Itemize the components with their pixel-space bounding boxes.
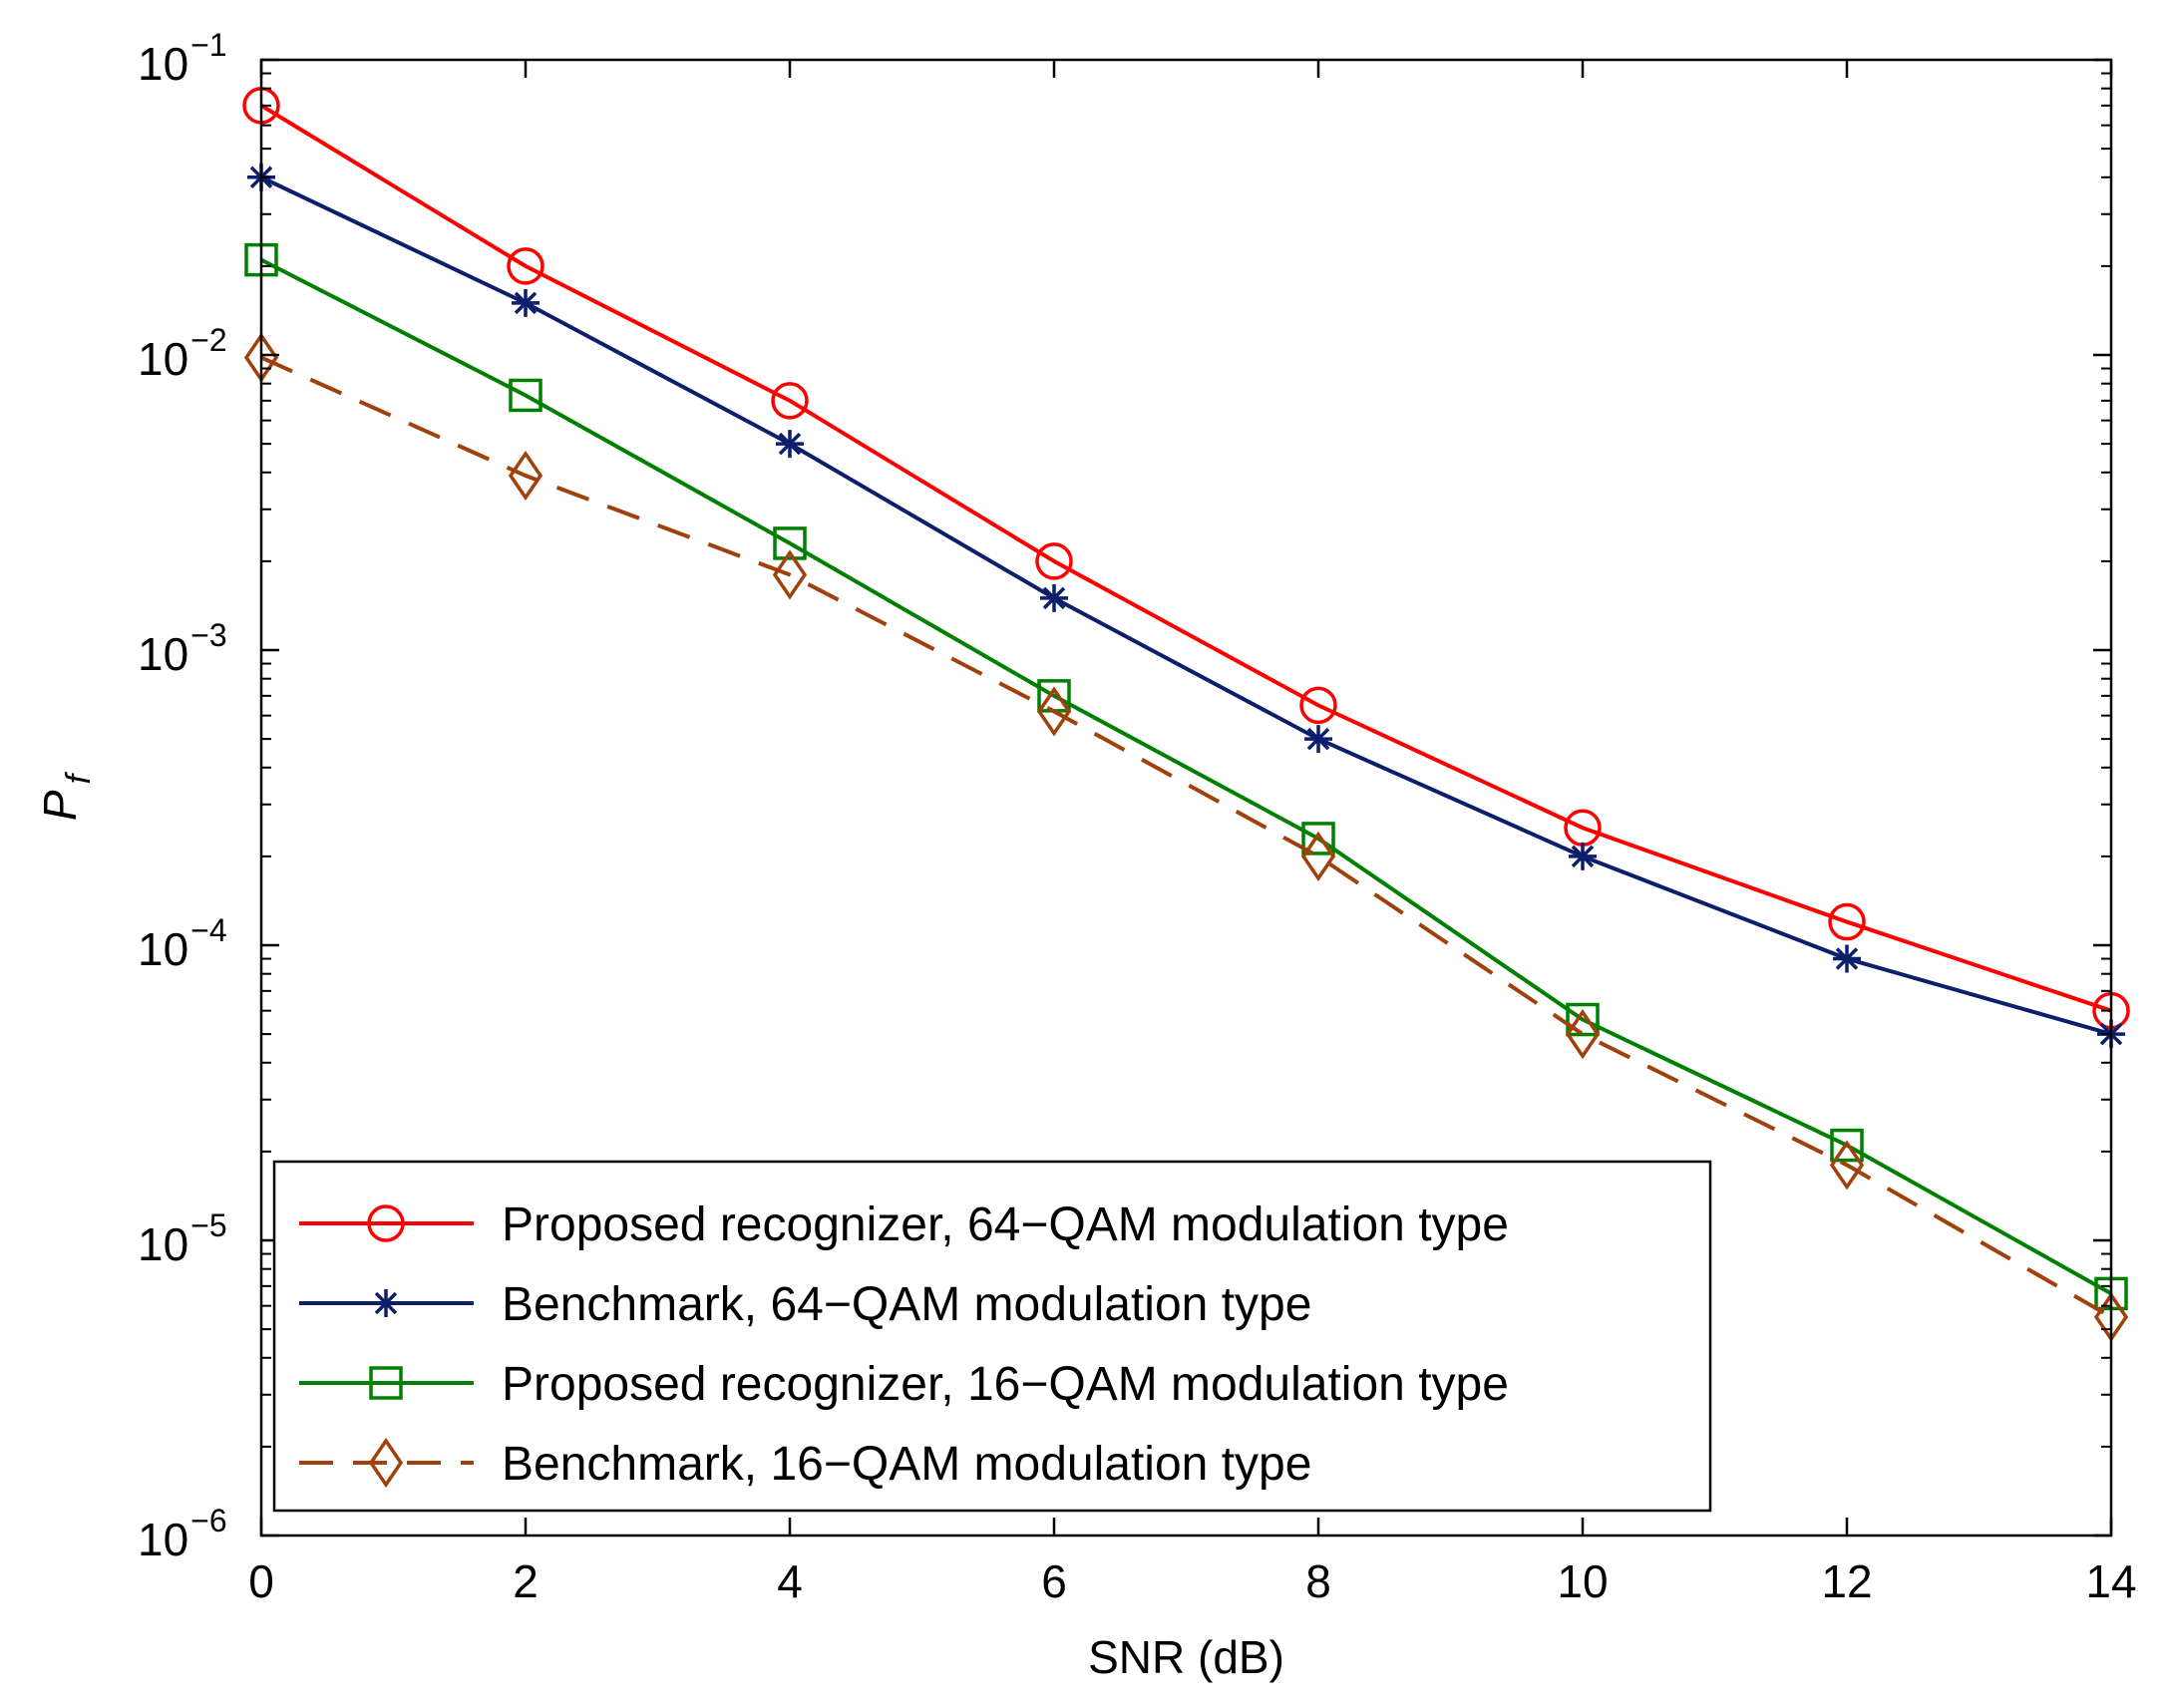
data-point	[1036, 686, 1072, 737]
data-point	[508, 450, 543, 502]
y-tick-base: 10	[138, 333, 188, 385]
legend-label: Proposed recognizer, 64−QAM modulation t…	[502, 1198, 1509, 1251]
legend-marker	[368, 1437, 404, 1489]
y-tick-exponent: −3	[190, 617, 226, 653]
legend-label: Benchmark, 16−QAM modulation type	[502, 1438, 1311, 1491]
x-axis-label: SNR (dB)	[1088, 1631, 1284, 1683]
y-tick-label: 10−3	[138, 617, 227, 680]
legend-item: Proposed recognizer, 16−QAM modulation t…	[299, 1358, 1509, 1411]
x-tick-label: 12	[1821, 1555, 1872, 1607]
x-tick-label: 0	[248, 1555, 274, 1607]
data-point	[1566, 1002, 1600, 1037]
legend-marker	[367, 1204, 405, 1242]
legend-item: Proposed recognizer, 64−QAM modulation t…	[299, 1198, 1509, 1251]
data-point	[1830, 1128, 1864, 1163]
data-point	[512, 288, 540, 317]
data-point	[776, 430, 804, 459]
legend-label: Benchmark, 64−QAM modulation type	[502, 1278, 1311, 1331]
data-point	[1829, 1140, 1865, 1191]
data-point	[1035, 542, 1073, 580]
legend-marker	[369, 1366, 403, 1400]
y-tick-label: 10−5	[138, 1207, 227, 1270]
y-tick-base: 10	[138, 628, 188, 680]
series-line	[260, 257, 2112, 1296]
x-tick-label: 2	[513, 1555, 539, 1607]
y-tick-exponent: −5	[190, 1207, 226, 1243]
y-tick-base: 10	[138, 38, 188, 90]
data-point	[1565, 1008, 1601, 1060]
data-point	[771, 382, 809, 420]
y-tick-label: 10−1	[138, 27, 227, 90]
series-layer	[242, 87, 2130, 1342]
data-point	[1833, 944, 1861, 973]
data-point	[773, 526, 807, 560]
data-point	[1040, 583, 1068, 612]
x-tick-label: 4	[777, 1555, 803, 1607]
y-tick-label: 10−6	[138, 1503, 227, 1565]
y-tick-exponent: −6	[190, 1503, 226, 1538]
series-line	[260, 174, 2112, 1037]
plot-frame	[259, 58, 2113, 1537]
legend: Proposed recognizer, 64−QAM modulation t…	[272, 1160, 1712, 1513]
x-tick-label: 14	[2085, 1555, 2136, 1607]
data-point	[509, 378, 542, 413]
y-tick-base: 10	[138, 1514, 188, 1565]
data-point	[1299, 686, 1337, 725]
data-point	[1300, 831, 1336, 882]
y-tick-label: 10−4	[138, 912, 227, 975]
y-tick-base: 10	[138, 923, 188, 975]
x-tick-label: 8	[1305, 1555, 1331, 1607]
y-axis-label-main: P	[34, 790, 86, 821]
y-tick-label: 10−2	[138, 322, 227, 385]
data-point	[507, 247, 544, 285]
data-point	[1828, 902, 1866, 941]
y-tick-exponent: −2	[190, 322, 226, 358]
data-point	[1569, 842, 1597, 870]
legend-item: Benchmark, 16−QAM modulation type	[299, 1437, 1311, 1491]
y-tick-exponent: −4	[190, 912, 226, 948]
y-tick-exponent: −1	[190, 27, 226, 63]
legend-marker	[372, 1289, 400, 1317]
x-tick-label: 6	[1041, 1555, 1067, 1607]
x-tick-label: 10	[1557, 1555, 1608, 1607]
data-point	[772, 549, 808, 600]
data-point	[1304, 725, 1332, 754]
legend-label: Proposed recognizer, 16−QAM modulation t…	[502, 1358, 1509, 1411]
legend-item: Benchmark, 64−QAM modulation type	[299, 1278, 1311, 1331]
data-point	[1301, 822, 1335, 855]
legend-box	[272, 1160, 1712, 1513]
series-line	[259, 104, 2112, 1013]
y-tick-base: 10	[138, 1218, 188, 1270]
series-line	[260, 355, 2112, 1319]
